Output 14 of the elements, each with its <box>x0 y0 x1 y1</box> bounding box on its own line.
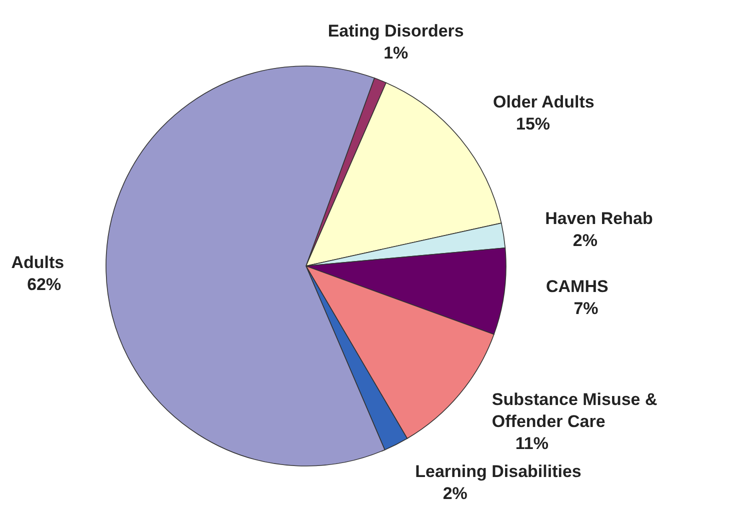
slice-label: Learning Disabilities <box>415 462 582 482</box>
slice-label: CAMHS <box>546 277 608 296</box>
data-label: 11% <box>515 434 548 453</box>
data-label: 2% <box>442 484 468 504</box>
data-label: 15% <box>516 114 550 134</box>
data-label: 7% <box>574 299 598 318</box>
slice-label: Eating Disorders <box>328 21 464 40</box>
data-label: 1% <box>384 43 408 62</box>
data-label: 62% <box>27 274 62 294</box>
slice-label: Haven Rehab <box>545 208 653 228</box>
slice-label: Older Adults <box>493 92 594 112</box>
data-label: 2% <box>572 230 598 250</box>
slice-label: Adults <box>11 252 64 272</box>
slice-label: Substance Misuse & Offender Care <box>492 390 658 431</box>
